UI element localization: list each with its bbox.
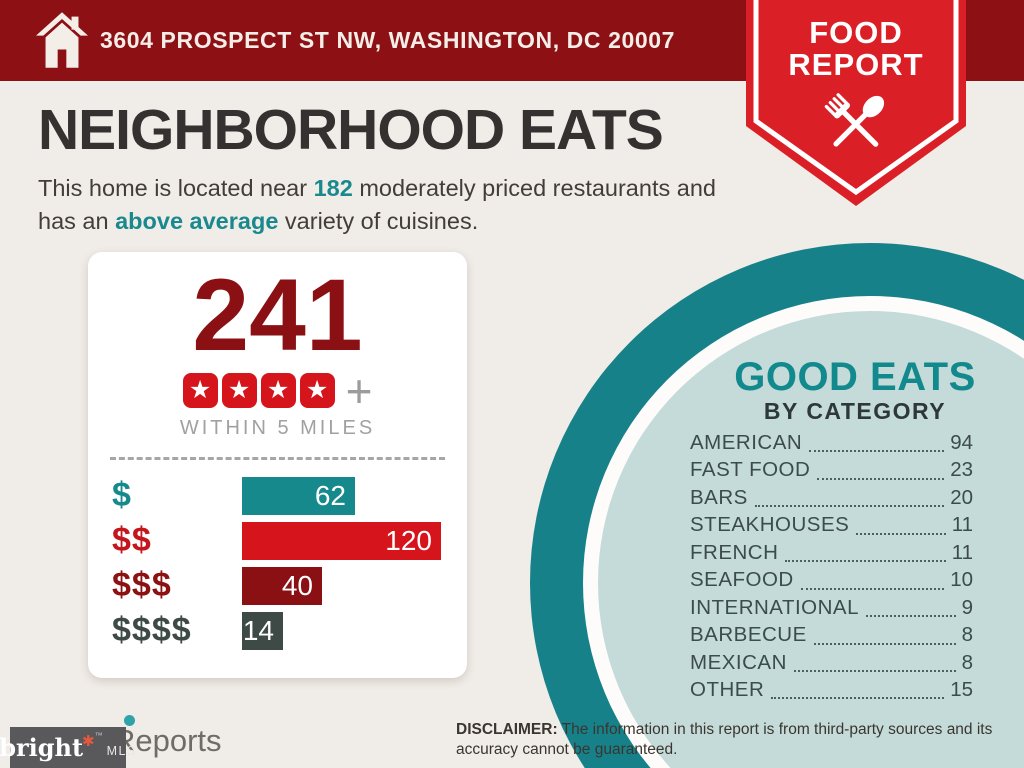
category-row: STEAKHOUSES 11 [690,513,973,540]
trademark-symbol: ™ [94,731,103,740]
price-tier-bar: 14 [242,611,283,650]
dotted-leader-icon [813,642,956,645]
food-report-badge: FOOD REPORT [740,0,972,212]
restaurant-count: 182 [313,175,353,201]
category-label: MEXICAN [690,650,787,674]
variety-rating: above average [115,208,279,234]
dotted-leader-icon [785,560,946,563]
category-row: MEXICAN 8 [690,651,973,678]
price-tier-bar: 120 [242,521,441,560]
category-value: 20 [950,485,973,509]
property-address: 3604 PROSPECT ST NW, WASHINGTON, DC 2000… [100,27,676,53]
page-title: NEIGHBORHOOD EATS [38,98,664,162]
category-value: 8 [961,623,973,647]
home-icon [36,12,88,68]
dotted-leader-icon [754,505,945,508]
category-label: INTERNATIONAL [690,595,859,619]
radius-label: WITHIN 5 MILES [179,417,376,439]
intro-line-1: This home is located near 182 moderately… [38,175,716,201]
intro-text: This home is located near 182 moderately… [38,172,716,238]
category-label: AMERICAN [690,431,803,454]
price-tier-label: $$$ [112,566,172,604]
dotted-leader-icon [809,450,945,453]
star-rating: ★ ★ ★ ★ + [88,364,467,417]
badge-title-line2: REPORT [788,47,924,82]
price-tier-row: $$ 120 [88,518,467,563]
price-tier-row: $ 62 [88,473,467,518]
dotted-leader-icon [817,477,945,480]
category-value: 23 [950,458,973,482]
disclaimer-label: DISCLAIMER: [456,721,558,738]
category-value: 94 [950,431,973,454]
price-tier-row: $$$ 40 [88,563,467,608]
category-row: BARBECUE 8 [690,623,973,650]
category-label: SEAFOOD [690,568,794,592]
category-label: BARBECUE [690,623,807,647]
category-value: 11 [951,540,973,564]
price-tier-bar: 40 [242,566,322,605]
category-label: OTHER [690,677,765,701]
category-label: FRENCH [690,540,779,564]
mls-logo-text: MLS [106,743,137,758]
price-bar-chart: $ 62 $$ 120 $$$ 40 $$$$ 14 [88,473,467,653]
dashed-divider [110,457,445,460]
logo-dot-icon [124,715,135,726]
reports-wordmark: Reports [113,723,222,758]
category-row: FRENCH 11 [690,541,973,568]
category-value: 9 [961,595,973,619]
price-tier-bar: 62 [242,476,355,515]
category-row: OTHER 15 [690,678,973,705]
category-label: FAST FOOD [690,458,811,482]
star-icon: ★ [299,373,335,408]
bright-mls-logo: bright ✱ ™ MLS [0,727,135,768]
disclaimer-text: DISCLAIMER: The information in this repo… [456,721,993,759]
total-restaurant-count: 241 [192,258,363,372]
price-tier-value: 14 [242,614,274,646]
price-tier-value: 40 [281,569,313,601]
dotted-leader-icon [856,532,946,535]
plus-icon: + [345,364,373,417]
category-value: 15 [950,677,973,701]
price-tier-row: $$$$ 14 [88,608,467,653]
category-row: INTERNATIONAL 9 [690,596,973,623]
bright-logo-text: bright [0,732,84,762]
star-icon: ★ [260,373,296,408]
category-row: FAST FOOD 23 [690,458,973,485]
good-eats-subtitle: BY CATEGORY [763,398,947,424]
badge-ribbon-shape [746,0,966,206]
price-tier-value: 62 [314,479,346,511]
category-value: 10 [950,568,973,592]
asterisk-icon: ✱ [82,732,95,750]
star-icon: ★ [182,373,218,408]
category-list: AMERICAN 94 FAST FOOD 23 BARS 20 STEAKHO… [690,431,973,705]
star-icon: ★ [221,373,257,408]
dotted-leader-icon [800,587,945,590]
price-tier-label: $$ [112,521,152,559]
dotted-leader-icon [793,669,956,672]
category-row: BARS 20 [690,486,973,513]
dotted-leader-icon [771,697,945,700]
badge-title-line1: FOOD [809,15,903,50]
category-value: 8 [961,650,973,674]
restaurant-summary-card: 241 ★ ★ ★ ★ + WITHIN 5 MILES $ 62 $$ 120… [88,252,467,678]
utensils-icon [824,93,885,147]
category-label: BARS [690,485,748,509]
category-value: 11 [951,513,973,537]
good-eats-title: GOOD EATS [734,355,976,399]
category-label: STEAKHOUSES [690,513,850,537]
price-tier-label: $$$$ [112,611,192,649]
price-tier-label: $ [112,476,132,514]
dotted-leader-icon [866,615,956,618]
good-eats-header: GOOD EATS BY CATEGORY [700,357,1010,423]
category-row: AMERICAN 94 [690,431,973,458]
intro-line-2: has an above average variety of cuisines… [38,208,479,234]
price-tier-value: 120 [385,524,432,556]
category-row: SEAFOOD 10 [690,568,973,595]
